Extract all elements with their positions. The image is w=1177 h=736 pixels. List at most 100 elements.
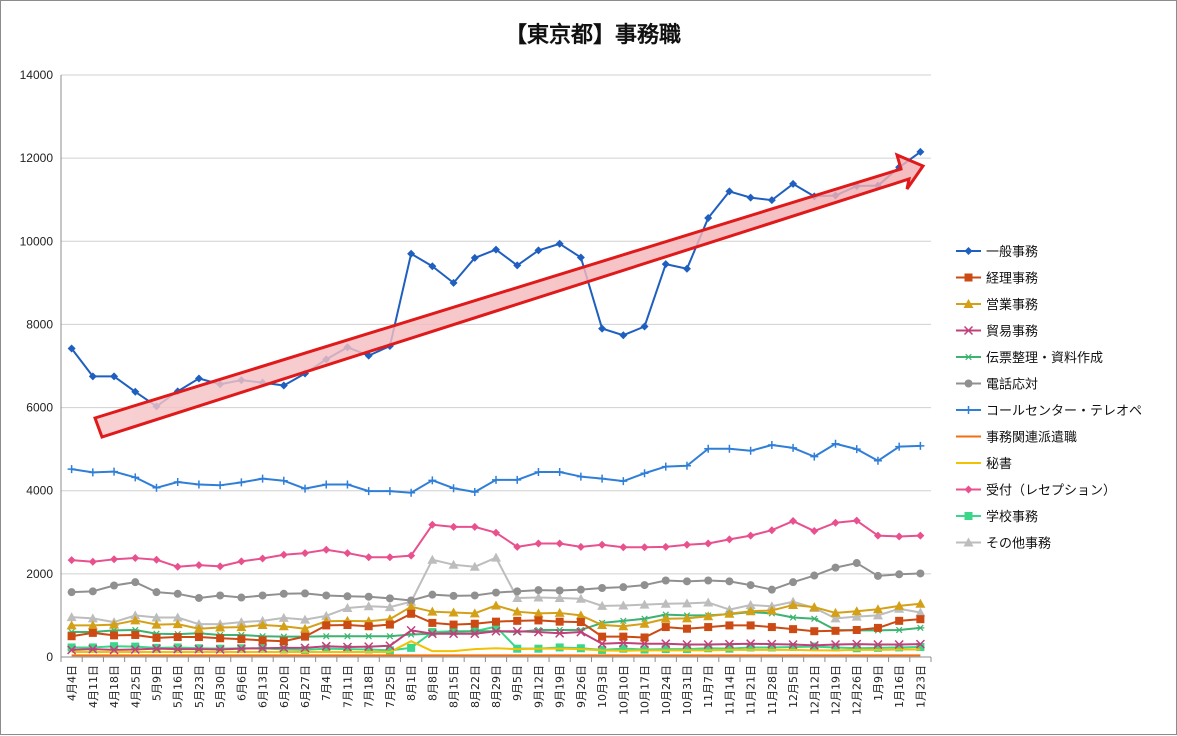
data-point bbox=[916, 147, 925, 156]
data-point bbox=[873, 531, 882, 540]
data-point bbox=[449, 591, 458, 600]
data-point bbox=[130, 644, 140, 655]
data-point bbox=[131, 554, 140, 563]
data-point bbox=[88, 468, 97, 477]
data-point bbox=[660, 613, 671, 623]
data-point bbox=[964, 353, 973, 361]
data-point bbox=[194, 480, 203, 489]
data-point bbox=[831, 439, 840, 448]
data-point bbox=[492, 528, 500, 537]
data-point bbox=[660, 598, 671, 608]
data-point bbox=[301, 589, 310, 598]
data-point bbox=[364, 632, 373, 640]
data-point bbox=[173, 477, 182, 486]
data-point bbox=[682, 624, 691, 633]
data-point bbox=[449, 484, 458, 493]
data-point bbox=[364, 645, 373, 654]
data-point bbox=[619, 632, 628, 641]
data-point bbox=[258, 554, 267, 563]
data-point bbox=[67, 465, 76, 474]
data-point bbox=[216, 481, 225, 490]
data-point bbox=[173, 589, 182, 598]
data-point bbox=[343, 620, 352, 629]
data-point bbox=[258, 474, 267, 483]
data-point bbox=[194, 374, 203, 383]
data-point bbox=[576, 627, 586, 637]
data-point bbox=[895, 442, 904, 451]
data-point bbox=[258, 591, 267, 600]
data-point bbox=[534, 586, 543, 595]
data-point bbox=[512, 626, 522, 636]
data-point bbox=[873, 571, 882, 580]
data-point bbox=[364, 642, 374, 652]
data-point bbox=[619, 477, 628, 486]
data-point bbox=[745, 600, 756, 610]
data-point bbox=[131, 387, 140, 396]
x-tick-label: 8月29日 bbox=[490, 665, 503, 708]
data-point bbox=[704, 214, 713, 223]
data-point bbox=[257, 619, 268, 629]
x-tick-label: 4月18日 bbox=[108, 665, 121, 708]
data-point bbox=[789, 643, 798, 652]
data-point bbox=[301, 632, 310, 641]
data-point bbox=[576, 585, 585, 594]
x-tick-label: 12月12日 bbox=[808, 665, 821, 715]
data-point bbox=[279, 381, 288, 390]
data-point bbox=[237, 478, 246, 487]
data-point bbox=[895, 626, 904, 634]
data-point bbox=[640, 322, 649, 331]
data-point bbox=[704, 444, 713, 453]
data-point bbox=[427, 606, 438, 616]
data-point bbox=[788, 600, 799, 610]
data-point bbox=[682, 639, 692, 650]
data-point bbox=[725, 621, 734, 630]
data-point bbox=[407, 249, 416, 258]
data-point bbox=[449, 620, 458, 629]
data-point bbox=[173, 562, 182, 571]
x-tick-label: 10月3日 bbox=[596, 665, 609, 708]
data-point bbox=[915, 607, 926, 617]
series-line bbox=[71, 640, 921, 654]
data-point bbox=[555, 628, 565, 638]
data-point bbox=[852, 644, 861, 653]
x-tick-label: 4月4日 bbox=[66, 665, 79, 701]
data-point bbox=[789, 443, 798, 452]
data-point bbox=[575, 610, 586, 620]
legend-label: 秘書 bbox=[986, 457, 1012, 472]
data-point bbox=[492, 588, 500, 597]
data-point bbox=[364, 592, 373, 601]
data-point bbox=[236, 617, 247, 627]
data-point bbox=[215, 622, 226, 632]
x-tick-label: 12月5日 bbox=[787, 665, 800, 708]
data-point bbox=[343, 632, 352, 640]
data-point bbox=[130, 610, 141, 620]
data-point bbox=[88, 643, 97, 652]
legend-entry: 受付（レセプション） bbox=[956, 484, 1116, 499]
y-tick-label: 4000 bbox=[26, 484, 53, 498]
legend-entry: 伝票整理・資料作成 bbox=[956, 351, 1103, 366]
data-point bbox=[470, 591, 479, 600]
data-point bbox=[576, 472, 585, 481]
legend-label: 事務関連派遣職 bbox=[986, 431, 1077, 446]
data-point bbox=[810, 615, 819, 622]
data-point bbox=[385, 632, 394, 640]
data-point bbox=[640, 469, 649, 478]
data-point bbox=[619, 644, 628, 653]
x-tick-label: 10月17日 bbox=[639, 665, 652, 715]
data-point bbox=[449, 629, 459, 639]
data-point bbox=[216, 591, 225, 600]
data-point bbox=[427, 629, 437, 639]
x-tick-label: 10月24日 bbox=[660, 665, 673, 715]
data-point bbox=[67, 632, 76, 641]
data-point bbox=[598, 632, 607, 641]
data-point bbox=[449, 278, 458, 287]
x-tick-label: 6月13日 bbox=[257, 665, 270, 708]
data-point bbox=[964, 247, 973, 255]
data-point bbox=[88, 587, 97, 596]
legend-label: 営業事務 bbox=[986, 297, 1038, 313]
data-point bbox=[342, 642, 352, 652]
data-point bbox=[640, 581, 649, 590]
x-tick-label: 5月23日 bbox=[193, 665, 206, 708]
